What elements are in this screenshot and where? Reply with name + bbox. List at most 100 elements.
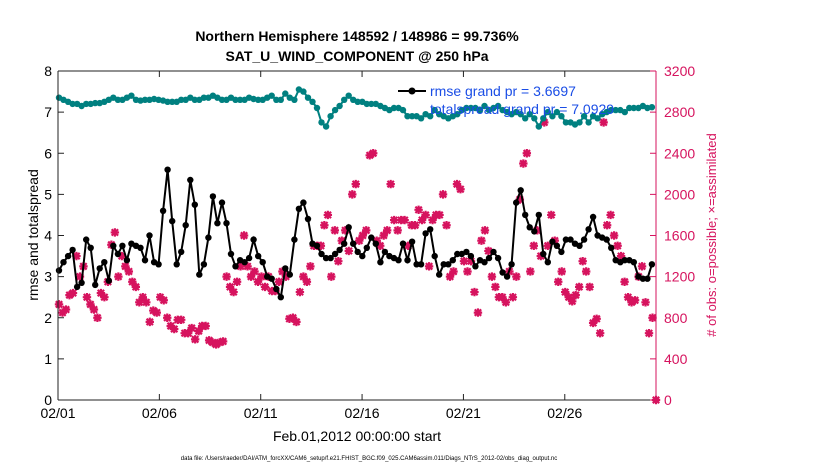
obs-marker xyxy=(124,267,134,276)
totalspread-marker xyxy=(481,102,488,110)
rmse-marker xyxy=(417,261,425,268)
obs-marker xyxy=(96,288,106,298)
rmse-marker xyxy=(363,244,370,251)
y-tick-label-right: 1200 xyxy=(664,269,695,285)
obs-marker xyxy=(82,292,92,302)
obs-marker-glyph xyxy=(620,277,629,286)
obs-marker xyxy=(306,262,315,271)
totalspread-marker xyxy=(268,92,275,99)
obs-marker xyxy=(257,272,266,281)
rmse-marker xyxy=(159,207,167,214)
obs-marker xyxy=(320,221,329,230)
obs-marker-glyph xyxy=(487,272,497,281)
obs-marker-glyph xyxy=(61,305,71,314)
obs-marker xyxy=(250,267,259,276)
obs-marker xyxy=(536,251,545,261)
obs-marker xyxy=(362,226,371,235)
obs-marker-glyph xyxy=(554,277,563,286)
obs-marker-glyph xyxy=(82,292,92,302)
obs-marker-glyph xyxy=(142,298,151,307)
rmse-marker xyxy=(155,261,162,268)
obs-marker xyxy=(487,272,497,281)
obs-marker-glyph xyxy=(232,277,242,286)
rmse-marker xyxy=(639,275,647,282)
obs-marker xyxy=(602,221,612,230)
obs-marker-glyph xyxy=(424,262,434,271)
rmse-marker xyxy=(372,240,379,247)
legend-spread-label: totalspread grand pr = 7.0929 xyxy=(430,101,614,117)
totalspread-marker xyxy=(427,113,434,120)
obs-marker-glyph xyxy=(452,179,462,189)
obs-marker-glyph xyxy=(236,262,245,271)
rmse-marker xyxy=(119,242,126,249)
y-tick-label-left: 2 xyxy=(44,310,52,326)
totalspread-marker xyxy=(612,106,619,114)
obs-marker xyxy=(222,272,231,281)
rmse-marker xyxy=(454,250,461,258)
obs-marker-glyph xyxy=(403,241,413,250)
obs-marker-glyph xyxy=(177,315,186,325)
obs-marker-glyph xyxy=(428,215,437,225)
totalspread-marker xyxy=(580,113,588,120)
plot-area: rmse grand pr = 3.6697 totalspread grand … xyxy=(54,83,661,405)
totalspread-marker xyxy=(540,115,547,122)
obs-marker-glyph xyxy=(529,241,539,250)
totalspread-marker xyxy=(549,113,556,120)
obs-marker xyxy=(246,272,256,281)
totalspread-marker xyxy=(467,104,475,112)
totalspread-marker xyxy=(431,106,438,114)
obs-marker xyxy=(117,251,127,261)
rmse-marker xyxy=(485,254,493,262)
obs-marker-glyph xyxy=(592,314,601,323)
totalspread-marker xyxy=(526,111,533,118)
obs-marker-glyph xyxy=(564,292,573,302)
rmse-marker xyxy=(467,252,475,260)
obs-marker-glyph xyxy=(306,262,315,271)
obs-marker-glyph xyxy=(163,313,172,322)
obs-marker xyxy=(327,272,336,281)
obs-marker-glyph xyxy=(327,272,336,281)
totalspread-marker xyxy=(585,119,592,126)
rmse-marker xyxy=(427,226,434,233)
rmse-marker xyxy=(526,224,533,231)
x-tick-label: 02/16 xyxy=(345,405,380,421)
totalspread-marker xyxy=(327,113,334,120)
y-tick-label-right: 0 xyxy=(664,392,672,408)
rmse-marker xyxy=(209,193,217,200)
obs-marker xyxy=(568,297,577,306)
obs-marker-glyph xyxy=(225,282,235,292)
obs-marker-glyph xyxy=(498,292,507,302)
obs-marker xyxy=(236,262,245,271)
legend-rmse-marker xyxy=(408,87,416,95)
obs-marker xyxy=(54,300,64,309)
rmse-marker xyxy=(522,211,529,219)
y-tick-label-left: 5 xyxy=(44,186,52,202)
y-tick-label-right: 3200 xyxy=(664,63,695,79)
obs-marker xyxy=(641,298,650,307)
totalspread-marker xyxy=(535,123,542,130)
obs-marker-glyph xyxy=(449,267,458,276)
obs-marker-glyph xyxy=(641,298,650,307)
obs-marker-glyph xyxy=(463,267,472,276)
y-tick-label-left: 0 xyxy=(44,392,52,408)
obs-marker-glyph xyxy=(351,179,360,189)
y-tick-label-right: 2400 xyxy=(664,145,695,161)
obs-marker xyxy=(299,272,308,281)
obs-marker-glyph xyxy=(239,231,249,240)
obs-marker-glyph xyxy=(100,292,109,302)
rmse-marker xyxy=(273,285,280,293)
totalspread-marker xyxy=(417,115,425,122)
obs-marker xyxy=(323,210,333,220)
obs-marker-glyph xyxy=(616,251,626,261)
rmse-marker xyxy=(431,252,438,260)
obs-marker xyxy=(382,226,392,235)
obs-marker xyxy=(232,277,242,286)
totalspread-marker xyxy=(594,115,601,122)
rmse-marker xyxy=(336,246,343,254)
obs-marker-glyph xyxy=(588,318,598,328)
obs-marker xyxy=(616,251,626,261)
obs-marker-glyph xyxy=(484,246,493,256)
rmse-marker xyxy=(399,240,407,247)
obs-marker xyxy=(156,292,165,302)
obs-marker xyxy=(547,210,556,220)
